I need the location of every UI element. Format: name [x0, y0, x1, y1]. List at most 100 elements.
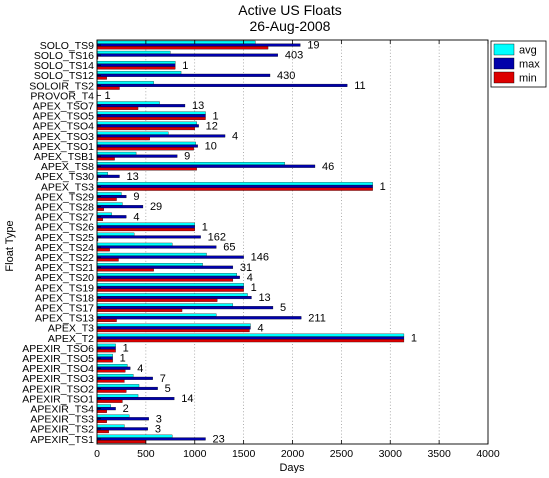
count-label: 1: [120, 353, 126, 365]
bar-avg: [97, 334, 404, 337]
bar-avg: [97, 192, 121, 195]
bar-avg: [97, 405, 111, 408]
count-label: 4: [133, 211, 139, 223]
bar-max: [97, 165, 315, 168]
count-label: 430: [277, 70, 295, 82]
bar-max: [97, 195, 126, 198]
bar-max: [97, 306, 273, 309]
bar-min: [97, 319, 117, 322]
chart-subtitle: 26-Aug-2008: [250, 18, 331, 34]
bar-max: [97, 337, 404, 340]
bar-avg: [97, 172, 108, 175]
bar-min: [97, 380, 124, 383]
x-tick-label: 4000: [476, 448, 500, 460]
bar-avg: [97, 203, 122, 206]
bar-max: [97, 256, 244, 259]
count-label: 4: [257, 322, 263, 334]
bar-min: [97, 158, 115, 161]
bar-avg: [97, 213, 112, 216]
x-axis-title: Days: [279, 462, 305, 473]
bar-max: [97, 74, 270, 77]
count-label: 1: [104, 90, 110, 102]
bar-avg: [97, 122, 197, 125]
bar-min: [97, 107, 138, 110]
bar-max: [97, 215, 126, 218]
legend-label-min: min: [519, 73, 537, 85]
bar-min: [97, 198, 117, 201]
count-label: 1: [380, 181, 386, 193]
bar-max: [97, 276, 240, 279]
bar-max: [97, 145, 198, 148]
count-label: 5: [165, 383, 171, 395]
bar-min: [97, 309, 182, 312]
bar-min: [97, 168, 197, 171]
bar-max: [97, 225, 195, 228]
bar-max: [97, 64, 175, 67]
bar-max: [97, 377, 153, 380]
count-label: 1: [182, 60, 188, 72]
bar-min: [97, 259, 119, 262]
legend-label-avg: avg: [519, 45, 537, 57]
bar-min: [97, 390, 126, 393]
bar-max: [97, 114, 206, 117]
bar-max: [97, 427, 148, 430]
bar-max: [97, 205, 143, 208]
bar-max: [97, 104, 185, 107]
bar-avg: [97, 81, 154, 84]
bar-min: [97, 400, 122, 403]
bar-avg: [97, 354, 113, 357]
bar-max: [97, 438, 206, 441]
bar-avg: [97, 61, 175, 64]
bar-min: [97, 339, 404, 342]
bar-min: [97, 147, 194, 150]
count-labels: 1940314301111311241094613192941162651463…: [104, 40, 417, 446]
bar-max: [97, 84, 347, 87]
bar-min: [97, 46, 268, 49]
bar-avg: [97, 293, 248, 296]
bar-max: [97, 316, 301, 319]
bar-min: [97, 137, 150, 140]
bar-min: [97, 289, 244, 292]
bar-max: [97, 135, 225, 138]
bar-min: [97, 430, 109, 433]
bar-max: [97, 417, 149, 420]
count-label: 10: [205, 141, 217, 153]
bar-max: [97, 397, 174, 400]
x-tick-label: 500: [137, 448, 155, 460]
count-label: 3: [155, 423, 161, 435]
bar-max: [97, 367, 130, 370]
count-label: 4: [232, 130, 238, 142]
bar-max: [97, 236, 201, 239]
bar-max: [97, 155, 177, 158]
legend-swatch-avg: [494, 44, 514, 55]
count-label: 1: [251, 282, 257, 294]
count-label: 4: [137, 363, 143, 375]
bar-min: [97, 360, 113, 363]
bar-min: [97, 67, 175, 70]
bar-max: [97, 44, 300, 47]
count-label: 13: [126, 171, 138, 183]
y-tick-label: APEXIR_TS1: [30, 434, 94, 446]
bar-max: [97, 246, 216, 249]
bar-avg: [97, 314, 216, 317]
bar-avg: [97, 223, 195, 226]
bar-min: [97, 269, 154, 272]
count-label: 9: [133, 191, 139, 203]
bar-max: [97, 185, 373, 188]
bar-min: [97, 248, 110, 251]
bar-avg: [97, 304, 233, 307]
legend-swatch-min: [494, 72, 514, 83]
count-label: 13: [192, 100, 204, 112]
bar-avg: [97, 71, 181, 74]
chart-title: Active US Floats: [238, 2, 341, 18]
bar-max: [97, 387, 158, 390]
bar-min: [97, 410, 107, 413]
count-label: 12: [206, 120, 218, 132]
x-tick-label: 2000: [281, 448, 305, 460]
bar-avg: [97, 394, 138, 397]
count-label: 5: [280, 302, 286, 314]
bar-avg: [97, 384, 139, 387]
bar-min: [97, 117, 206, 120]
